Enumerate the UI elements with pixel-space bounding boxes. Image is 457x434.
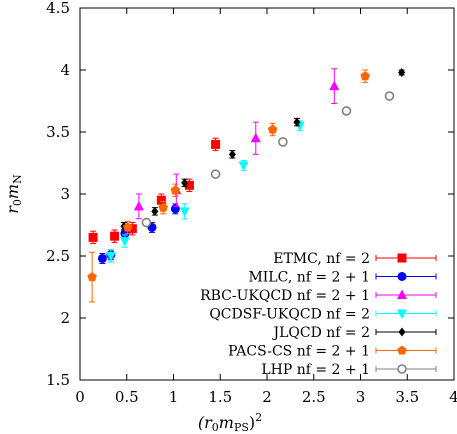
- data-point: [97, 253, 107, 263]
- legend-label: PACS-CS nf = 2 + 1: [228, 344, 370, 360]
- data-point: [88, 232, 98, 242]
- legend-entry: QCDSF-UKQCD nf = 2: [209, 307, 437, 323]
- y-tick-label: 1.5: [46, 371, 70, 389]
- series-points: [105, 120, 305, 263]
- data-point: [398, 67, 406, 77]
- data-point: [156, 195, 166, 205]
- data-points: [87, 67, 406, 303]
- data-point: [250, 132, 261, 143]
- y-tick-label: 2: [60, 309, 70, 327]
- legend-label: MILC, nf = 2 + 1: [248, 270, 370, 286]
- legend-entry: PACS-CS nf = 2 + 1: [228, 344, 437, 360]
- legend: ETMC, nf = 2 MILC, nf = 2 + 1 RBC-UKQCD nf…: [200, 251, 437, 378]
- legend-symbol: [397, 345, 407, 355]
- data-point: [170, 185, 181, 195]
- x-tick-label: 2.5: [302, 388, 326, 406]
- legend-entry: MILC, nf = 2 + 1: [248, 270, 437, 286]
- data-point: [278, 137, 288, 147]
- y-tick-label: 4.5: [46, 0, 70, 17]
- legend-label: JLQCD nf = 2: [271, 325, 370, 341]
- data-point: [133, 200, 144, 211]
- legend-entry: LHP nf = 2 + 1: [261, 362, 437, 378]
- legend-symbol: [397, 253, 407, 263]
- data-point: [238, 161, 249, 171]
- y-tick-labels: 1.5 2 2.5 3 3.5 4 4.5: [46, 0, 70, 389]
- y-tick-label: 3.5: [46, 123, 70, 141]
- data-point: [141, 217, 152, 228]
- series-points: [87, 69, 370, 303]
- data-point: [170, 204, 180, 214]
- legend-symbol: [398, 327, 406, 337]
- x-tick-label: 0.5: [115, 388, 139, 406]
- data-point: [179, 207, 190, 217]
- data-point: [151, 206, 159, 216]
- x-tick-label: 1: [169, 388, 179, 406]
- legend-symbol: [397, 289, 407, 299]
- axis-ticks: [79, 7, 455, 381]
- x-tick-label: 4: [449, 388, 457, 406]
- series-points: [88, 137, 221, 245]
- legend-label: RBC-UKQCD nf = 2 + 1: [200, 288, 370, 304]
- legend-symbol: [397, 364, 407, 374]
- x-tick-label: 3.5: [395, 388, 419, 406]
- x-tick-label: 1.5: [208, 388, 232, 406]
- data-point: [293, 117, 301, 127]
- x-tick-label: 2: [262, 388, 272, 406]
- legend-entry: ETMC, nf = 2: [273, 251, 437, 267]
- legend-entry: JLQCD nf = 2: [271, 325, 437, 341]
- x-axis-label: (r0mPS)2: [198, 411, 262, 434]
- data-point: [329, 80, 340, 91]
- data-point: [341, 106, 352, 116]
- data-point: [127, 224, 137, 234]
- legend-label: LHP nf = 2 + 1: [261, 362, 370, 378]
- data-point: [184, 180, 194, 190]
- legend-symbol: [397, 309, 407, 319]
- data-point: [211, 139, 221, 149]
- data-point: [122, 222, 133, 232]
- x-tick-label: 0: [75, 388, 85, 406]
- y-axis-label: r0mN: [3, 174, 24, 214]
- data-point: [210, 169, 221, 179]
- data-point: [360, 71, 370, 81]
- y-tick-label: 3: [60, 185, 70, 203]
- data-point: [87, 272, 97, 282]
- x-tick-label: 3: [356, 388, 366, 406]
- data-point: [384, 91, 395, 101]
- data-point: [181, 178, 189, 188]
- legend-symbol: [397, 272, 407, 281]
- legend-label: ETMC, nf = 2: [273, 251, 370, 267]
- series-points: [141, 91, 395, 228]
- x-tick-labels: 0 0.5 1 1.5 2 2.5 3 3.5 4: [75, 388, 457, 406]
- data-point: [267, 124, 278, 134]
- data-point: [119, 237, 130, 247]
- data-point: [158, 202, 168, 212]
- y-tick-label: 2.5: [46, 247, 70, 265]
- legend-label: QCDSF-UKQCD nf = 2: [209, 307, 370, 323]
- y-tick-label: 4: [60, 61, 70, 79]
- data-point: [228, 149, 236, 159]
- data-point: [110, 231, 120, 241]
- legend-entry: RBC-UKQCD nf = 2 + 1: [200, 288, 437, 304]
- data-point: [105, 252, 116, 262]
